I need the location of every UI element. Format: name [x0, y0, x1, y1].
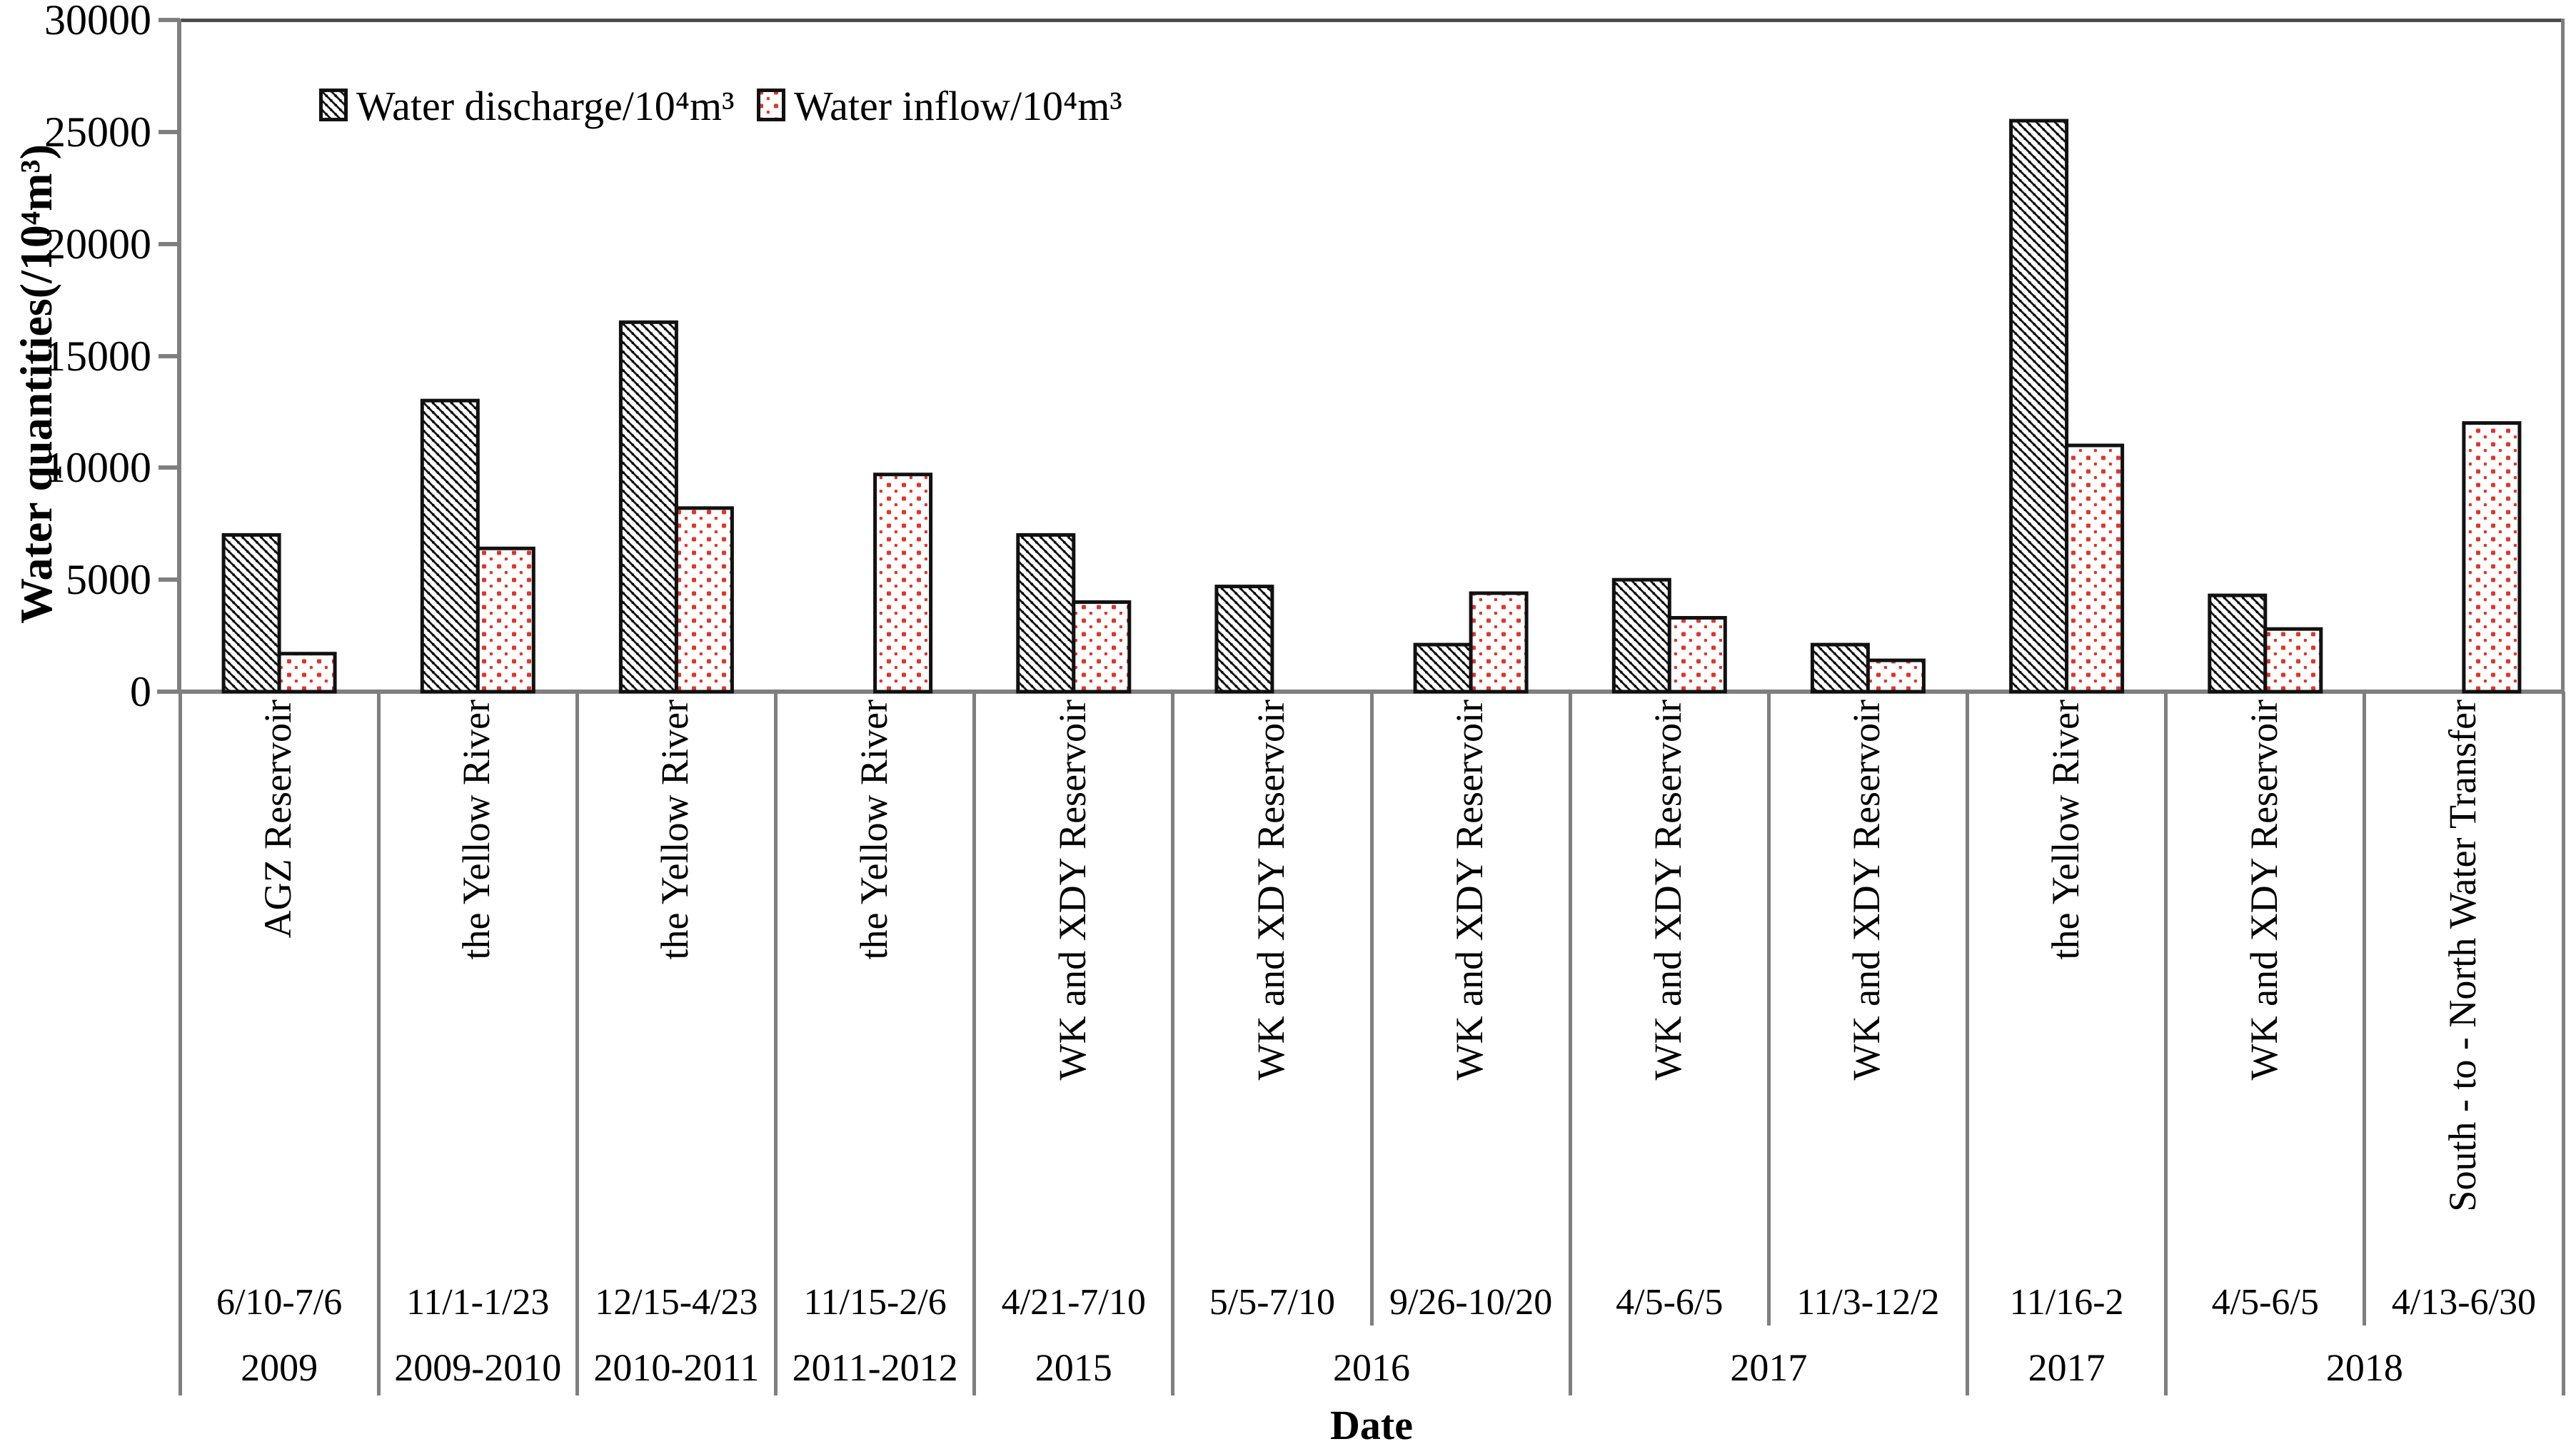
group-separator-major	[1568, 692, 1572, 1395]
group-separator-major	[575, 692, 579, 1395]
date-range-label: 9/26-10/20	[1389, 1282, 1553, 1323]
y-tick-label: 15000	[44, 332, 151, 380]
bar-discharge-7	[1413, 642, 1473, 694]
y-tick-label: 25000	[44, 108, 151, 156]
group-separator-major	[1171, 692, 1175, 1395]
bar-discharge-5	[1016, 532, 1076, 694]
year-label: 2018	[2325, 1346, 2403, 1389]
year-label: 2011-2012	[792, 1346, 958, 1389]
bar-discharge-10	[2009, 118, 2069, 694]
y-tick-label: 30000	[44, 0, 151, 44]
date-range-label: 6/10-7/6	[216, 1282, 343, 1323]
bar-inflow-1	[277, 652, 337, 694]
y-tick-mark	[159, 577, 180, 582]
group-separator-major	[376, 692, 381, 1395]
date-range-label: 11/3-12/2	[1796, 1282, 1940, 1323]
date-range-label: 4/21-7/10	[1001, 1282, 1146, 1323]
bar-inflow-12	[2462, 421, 2522, 694]
bar-discharge-8	[1611, 577, 1671, 694]
category-label: WK and XDY Reservoir	[1050, 700, 1094, 1081]
bar-inflow-2	[476, 546, 535, 694]
bar-inflow-8	[1667, 616, 1727, 694]
year-label: 2009	[241, 1346, 318, 1389]
x-axis-baseline	[157, 690, 2565, 694]
bar-inflow-9	[1866, 658, 1926, 694]
plot-border-right	[2561, 19, 2565, 693]
category-label: the Yellow River	[852, 700, 895, 960]
date-range-label: 5/5-7/10	[1209, 1282, 1335, 1323]
date-range-label: 4/5-6/5	[2211, 1282, 2319, 1323]
plot-border-top	[180, 19, 2565, 22]
legend-label-discharge: Water discharge/10⁴m³	[356, 83, 735, 129]
date-range-label: 4/13-6/30	[2391, 1282, 2536, 1323]
bar-discharge-2	[420, 398, 480, 694]
x-axis-title: Date	[1330, 1402, 1413, 1448]
y-tick-mark	[159, 353, 180, 358]
category-label: AGZ Reservoir	[256, 700, 299, 939]
category-label: South - to - North Water Transfer	[2440, 700, 2484, 1212]
y-tick-mark	[159, 241, 180, 246]
group-separator-minor	[2363, 692, 2367, 1326]
category-label: WK and XDY Reservoir	[2242, 700, 2285, 1081]
discharge-hatch-swatch-icon	[319, 89, 348, 121]
bar-discharge-3	[618, 320, 678, 694]
bar-inflow-10	[2065, 443, 2125, 694]
date-range-label: 4/5-6/5	[1616, 1282, 1724, 1323]
legend-label-inflow: Water inflow/10⁴m³	[794, 83, 1122, 129]
group-separator-major	[774, 692, 778, 1395]
year-label: 2017	[2028, 1346, 2105, 1389]
bar-discharge-11	[2208, 593, 2268, 694]
y-tick-mark	[159, 18, 180, 22]
y-tick-label: 5000	[66, 556, 151, 604]
group-separator-major	[972, 692, 977, 1395]
group-separator-minor	[1766, 692, 1771, 1326]
y-tick-label: 20000	[44, 220, 151, 268]
group-separator-major	[2164, 692, 2168, 1395]
bar-discharge-1	[221, 532, 281, 694]
inflow-dots-swatch-icon	[757, 89, 785, 121]
y-tick-mark	[159, 465, 180, 470]
year-label: 2016	[1332, 1346, 1410, 1389]
bar-inflow-3	[674, 506, 734, 694]
y-tick-mark	[159, 690, 180, 694]
date-range-label: 11/15-2/6	[803, 1282, 947, 1323]
category-label: WK and XDY Reservoir	[1646, 700, 1690, 1081]
bars-layer	[221, 118, 2522, 694]
bar-inflow-4	[873, 473, 933, 694]
category-label: the Yellow River	[455, 700, 498, 960]
year-label: 2017	[1730, 1346, 1808, 1389]
date-range-label: 11/16-2	[2009, 1282, 2124, 1323]
group-separator-major	[1966, 692, 1969, 1395]
year-label: 2009-2010	[394, 1346, 562, 1389]
bar-inflow-11	[2263, 627, 2323, 694]
category-label: WK and XDY Reservoir	[1845, 700, 1888, 1081]
group-separator-major	[2561, 692, 2565, 1395]
group-separator-minor	[1369, 692, 1374, 1326]
year-label: 2015	[1035, 1346, 1112, 1389]
category-label: the Yellow River	[2043, 700, 2087, 960]
bar-inflow-5	[1072, 600, 1132, 694]
category-label: the Yellow River	[653, 700, 697, 960]
bar-discharge-6	[1214, 585, 1274, 694]
date-range-label: 11/1-1/23	[406, 1282, 550, 1323]
y-tick-mark	[159, 129, 180, 134]
group-separator-major	[178, 692, 182, 1395]
category-label: WK and XDY Reservoir	[1448, 700, 1491, 1081]
legend-item-inflow: Water inflow/10⁴m³	[757, 83, 1122, 130]
y-tick-label: 0	[130, 668, 151, 715]
date-range-label: 12/15-4/23	[595, 1282, 758, 1323]
category-label: WK and XDY Reservoir	[1249, 700, 1292, 1081]
year-label: 2010-2011	[593, 1346, 760, 1389]
legend-item-discharge: Water discharge/10⁴m³	[319, 83, 735, 130]
y-tick-label: 10000	[44, 444, 151, 492]
bar-discharge-9	[1810, 642, 1870, 694]
bar-inflow-7	[1469, 591, 1529, 694]
